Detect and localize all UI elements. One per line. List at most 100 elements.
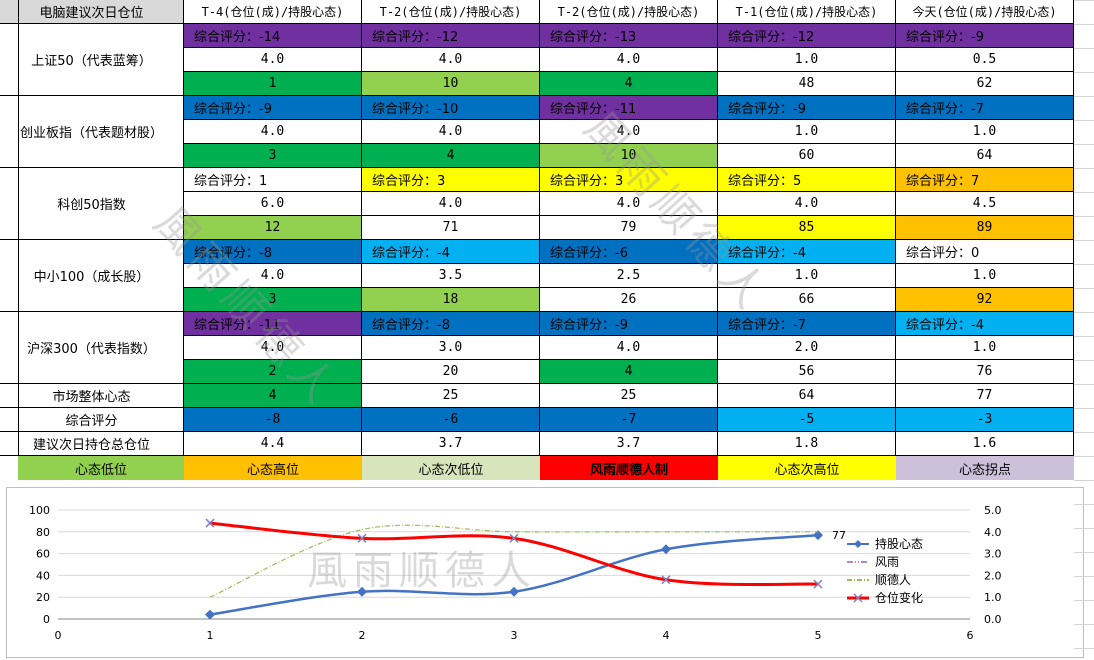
total-position-cell[interactable]: 3.7	[540, 432, 718, 456]
position-cell[interactable]: 1.0	[718, 120, 896, 144]
score-cell[interactable]: 综合评分：-9	[896, 24, 1074, 48]
position-cell[interactable]: 4.0	[540, 192, 718, 216]
score-cell[interactable]: 综合评分：-8	[362, 312, 540, 336]
mood-cell[interactable]: 71	[362, 216, 540, 240]
market-cell[interactable]: 25	[540, 384, 718, 408]
market-cell[interactable]: 4	[184, 384, 362, 408]
column-header[interactable]: T-4(仓位(成)/持股心态)	[184, 0, 362, 24]
score-cell[interactable]: 综合评分：-13	[540, 24, 718, 48]
score-cell[interactable]: 综合评分：-7	[718, 312, 896, 336]
score-cell[interactable]: 综合评分：-7	[896, 96, 1074, 120]
group-label[interactable]: 创业板指（代表题材股）	[0, 96, 184, 168]
market-cell[interactable]: 25	[362, 384, 540, 408]
legend-cell[interactable]: 风雨顺德人制	[540, 456, 718, 480]
score-cell[interactable]: 综合评分：-12	[718, 24, 896, 48]
score-cell[interactable]: 综合评分：5	[718, 168, 896, 192]
score-cell[interactable]: 综合评分：7	[896, 168, 1074, 192]
position-cell[interactable]: 4.0	[540, 120, 718, 144]
total-position-cell[interactable]: 1.8	[718, 432, 896, 456]
position-cell[interactable]: 4.0	[184, 264, 362, 288]
position-cell[interactable]: 4.0	[540, 48, 718, 72]
score-cell[interactable]: 综合评分：-4	[362, 240, 540, 264]
total-position-cell[interactable]: 3.7	[362, 432, 540, 456]
position-cell[interactable]: 1.0	[896, 264, 1074, 288]
position-cell[interactable]: 2.0	[718, 336, 896, 360]
score-label[interactable]: 综合评分	[0, 408, 184, 432]
group-label[interactable]: 科创50指数	[0, 168, 184, 240]
score-cell[interactable]: 综合评分：-12	[362, 24, 540, 48]
column-header[interactable]: T-2(仓位(成)/持股心态)	[540, 0, 718, 24]
column-header[interactable]: T-1(仓位(成)/持股心态)	[718, 0, 896, 24]
mood-cell[interactable]: 10	[540, 144, 718, 168]
score-cell[interactable]: 综合评分：-9	[718, 96, 896, 120]
score-cell[interactable]: 综合评分：-14	[184, 24, 362, 48]
score-cell[interactable]: 综合评分：-9	[184, 96, 362, 120]
legend-cell[interactable]: 心态次低位	[362, 456, 540, 480]
total-score-cell[interactable]: -7	[540, 408, 718, 432]
position-cell[interactable]: 6.0	[184, 192, 362, 216]
score-cell[interactable]: 综合评分：-11	[540, 96, 718, 120]
position-cell[interactable]: 4.0	[184, 48, 362, 72]
group-label[interactable]: 中小100（成长股）	[0, 240, 184, 312]
position-cell[interactable]: 4.5	[896, 192, 1074, 216]
column-header[interactable]: 今天(仓位(成)/持股心态)	[896, 0, 1074, 24]
position-label[interactable]: 建议次日持仓总仓位	[0, 432, 184, 456]
mood-cell[interactable]: 3	[184, 144, 362, 168]
position-cell[interactable]: 4.0	[540, 336, 718, 360]
position-cell[interactable]: 4.0	[184, 336, 362, 360]
score-cell[interactable]: 综合评分：-9	[540, 312, 718, 336]
score-cell[interactable]: 综合评分：-6	[540, 240, 718, 264]
score-cell[interactable]: 综合评分：-11	[184, 312, 362, 336]
market-cell[interactable]: 64	[718, 384, 896, 408]
position-cell[interactable]: 3.0	[362, 336, 540, 360]
mood-cell[interactable]: 56	[718, 360, 896, 384]
corner-header[interactable]: 电脑建议次日仓位	[0, 0, 184, 24]
score-cell[interactable]: 综合评分：3	[540, 168, 718, 192]
score-cell[interactable]: 综合评分：-8	[184, 240, 362, 264]
position-cell[interactable]: 2.5	[540, 264, 718, 288]
mood-cell[interactable]: 89	[896, 216, 1074, 240]
position-cell[interactable]: 1.0	[896, 120, 1074, 144]
position-cell[interactable]: 1.0	[718, 264, 896, 288]
total-position-cell[interactable]: 1.6	[896, 432, 1074, 456]
legend-cell[interactable]: 心态次高位	[718, 456, 896, 480]
mood-cell[interactable]: 26	[540, 288, 718, 312]
mood-cell[interactable]: 18	[362, 288, 540, 312]
group-label[interactable]: 上证50（代表蓝筹）	[0, 24, 184, 96]
total-position-cell[interactable]: 4.4	[184, 432, 362, 456]
mood-cell[interactable]: 2	[184, 360, 362, 384]
score-cell[interactable]: 综合评分：-10	[362, 96, 540, 120]
score-cell[interactable]: 综合评分：0	[896, 240, 1074, 264]
total-score-cell[interactable]: -3	[896, 408, 1074, 432]
total-score-cell[interactable]: -5	[718, 408, 896, 432]
market-label[interactable]: 市场整体心态	[0, 384, 184, 408]
mood-cell[interactable]: 12	[184, 216, 362, 240]
mood-cell[interactable]: 20	[362, 360, 540, 384]
score-cell[interactable]: 综合评分：1	[184, 168, 362, 192]
mood-cell[interactable]: 79	[540, 216, 718, 240]
mood-cell[interactable]: 3	[184, 288, 362, 312]
mood-cell[interactable]: 92	[896, 288, 1074, 312]
mood-cell[interactable]: 4	[540, 360, 718, 384]
score-cell[interactable]: 综合评分：3	[362, 168, 540, 192]
mood-cell[interactable]: 85	[718, 216, 896, 240]
position-cell[interactable]: 1.0	[896, 336, 1074, 360]
market-cell[interactable]: 77	[896, 384, 1074, 408]
group-label[interactable]: 沪深300（代表指数）	[0, 312, 184, 384]
position-cell[interactable]: 4.0	[362, 120, 540, 144]
chart[interactable]: 0 20 40 60 80 100 0.0 1.0 2.0 3.0 4.0 5.0 0 1 2 3 4 5 6 77 持…	[6, 487, 1084, 658]
score-cell[interactable]: 综合评分：-4	[718, 240, 896, 264]
column-header[interactable]: T-2(仓位(成)/持股心态)	[362, 0, 540, 24]
legend-cell[interactable]: 心态低位	[18, 456, 184, 480]
mood-cell[interactable]: 10	[362, 72, 540, 96]
mood-cell[interactable]: 1	[184, 72, 362, 96]
score-cell[interactable]: 综合评分：-4	[896, 312, 1074, 336]
mood-cell[interactable]: 4	[540, 72, 718, 96]
mood-cell[interactable]: 48	[718, 72, 896, 96]
position-cell[interactable]: 0.5	[896, 48, 1074, 72]
mood-cell[interactable]: 4	[362, 144, 540, 168]
legend-cell[interactable]: 心态拐点	[896, 456, 1074, 480]
position-cell[interactable]: 4.0	[184, 120, 362, 144]
mood-cell[interactable]: 76	[896, 360, 1074, 384]
mood-cell[interactable]: 60	[718, 144, 896, 168]
